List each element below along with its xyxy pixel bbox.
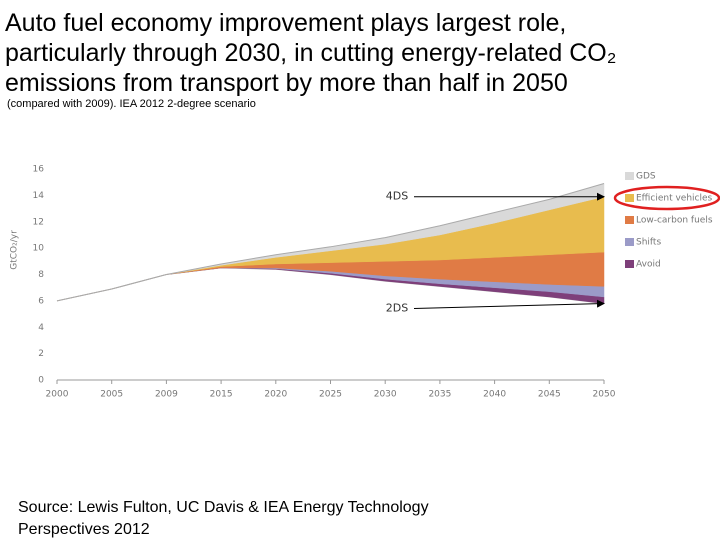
subtitle: (compared with 2009). IEA 2012 2-degree … bbox=[7, 98, 256, 110]
y-axis-label: GtCO₂/yr bbox=[10, 230, 20, 270]
source-line: Source: Lewis Fulton, UC Davis & IEA Ene… bbox=[18, 499, 429, 516]
y-tick-label: 14 bbox=[33, 191, 45, 201]
legend-swatch bbox=[625, 216, 634, 224]
y-tick-label: 12 bbox=[33, 217, 44, 227]
x-tick-label: 2050 bbox=[593, 390, 616, 400]
legend-swatch bbox=[625, 260, 634, 268]
legend-swatch bbox=[625, 238, 634, 246]
legend-label: GDS bbox=[636, 172, 656, 182]
x-tick-label: 2045 bbox=[538, 390, 561, 400]
annotation: 2DS bbox=[386, 302, 408, 315]
x-tick-label: 2025 bbox=[319, 390, 342, 400]
x-tick-label: 2030 bbox=[374, 390, 397, 400]
y-tick-label: 10 bbox=[33, 244, 45, 254]
source-line: Perspectives 2012 bbox=[18, 521, 150, 538]
annotation: 4DS bbox=[386, 190, 408, 203]
title-line: Auto fuel economy improvement plays larg… bbox=[5, 9, 567, 37]
source: Source: Lewis Fulton, UC Davis & IEA Ene… bbox=[18, 497, 429, 541]
chart: GtCO₂/yr 0 2 4 6 8 10 12 14 16 2000 2005 2009 2015 20… bbox=[10, 165, 720, 400]
legend-label: Avoid bbox=[636, 260, 661, 270]
x-tick-label: 2040 bbox=[483, 390, 506, 400]
legend-label: Shifts bbox=[636, 238, 661, 248]
legend-swatch bbox=[625, 172, 634, 180]
top-edge bbox=[56, 183, 605, 302]
title: Auto fuel economy improvement plays larg… bbox=[5, 8, 616, 98]
y-tick-label: 2 bbox=[38, 349, 44, 359]
title-line: particularly through 2030, in cutting en… bbox=[5, 39, 617, 67]
x-tick-label: 2009 bbox=[155, 390, 178, 400]
legend-swatch bbox=[625, 194, 634, 202]
title-line: emissions from transport by more than ha… bbox=[5, 69, 568, 97]
x-tick-label: 2005 bbox=[100, 390, 123, 400]
x-tick-label: 2000 bbox=[46, 390, 69, 400]
legend-label: Efficient vehicles bbox=[636, 194, 713, 204]
x-tick-label: 2020 bbox=[264, 390, 287, 400]
arrow bbox=[413, 299, 605, 310]
y-tick-label: 6 bbox=[38, 296, 44, 306]
highlight bbox=[613, 185, 720, 211]
legend-label: Low-carbon fuels bbox=[636, 216, 713, 226]
y-tick-label: 8 bbox=[38, 270, 44, 280]
y-tick-label: 4 bbox=[38, 323, 44, 333]
y-tick-label: 0 bbox=[38, 376, 44, 386]
x-tick-label: 2035 bbox=[428, 390, 451, 400]
y-tick-label: 16 bbox=[33, 165, 45, 175]
x-tick-label: 2015 bbox=[210, 390, 233, 400]
